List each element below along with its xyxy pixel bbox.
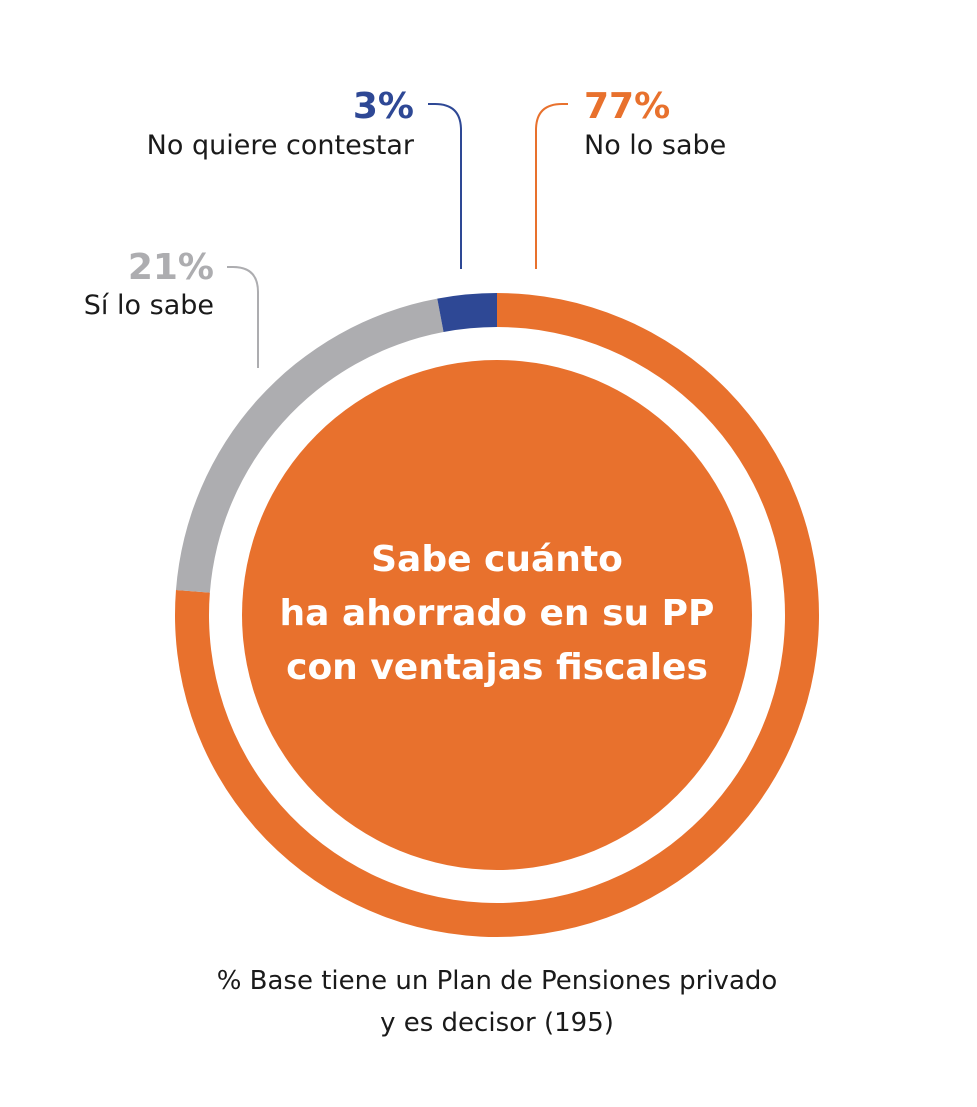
slice-no-quiere-contestar bbox=[437, 293, 497, 333]
footnote-line-2: y es decisor (195) bbox=[380, 1008, 614, 1038]
value-label-si-lo-sabe: 21% bbox=[128, 247, 214, 288]
value-label-no-lo-sabe: 77% bbox=[584, 86, 670, 127]
category-label-si-lo-sabe: Sí lo sabe bbox=[84, 290, 214, 321]
center-text-line-3: con ventajas fiscales bbox=[286, 647, 708, 688]
value-label-no-quiere-contestar: 3% bbox=[353, 86, 414, 127]
donut-ring bbox=[175, 293, 819, 937]
center-text-line-2: ha ahorrado en su PP bbox=[280, 593, 715, 634]
footnote-line-1: % Base tiene un Plan de Pensiones privad… bbox=[217, 966, 778, 996]
leader-line-si-lo-sabe bbox=[227, 266, 259, 368]
center-disc bbox=[242, 360, 752, 870]
leader-line-no-quiere-contestar bbox=[428, 103, 462, 269]
center-text-line-1: Sabe cuánto bbox=[371, 539, 623, 580]
category-label-no-lo-sabe: No lo sabe bbox=[584, 130, 726, 161]
slice-si-lo-sabe bbox=[175, 298, 444, 593]
leader-line-no-lo-sabe bbox=[535, 103, 568, 269]
category-label-no-quiere-contestar: No quiere contestar bbox=[147, 130, 415, 161]
